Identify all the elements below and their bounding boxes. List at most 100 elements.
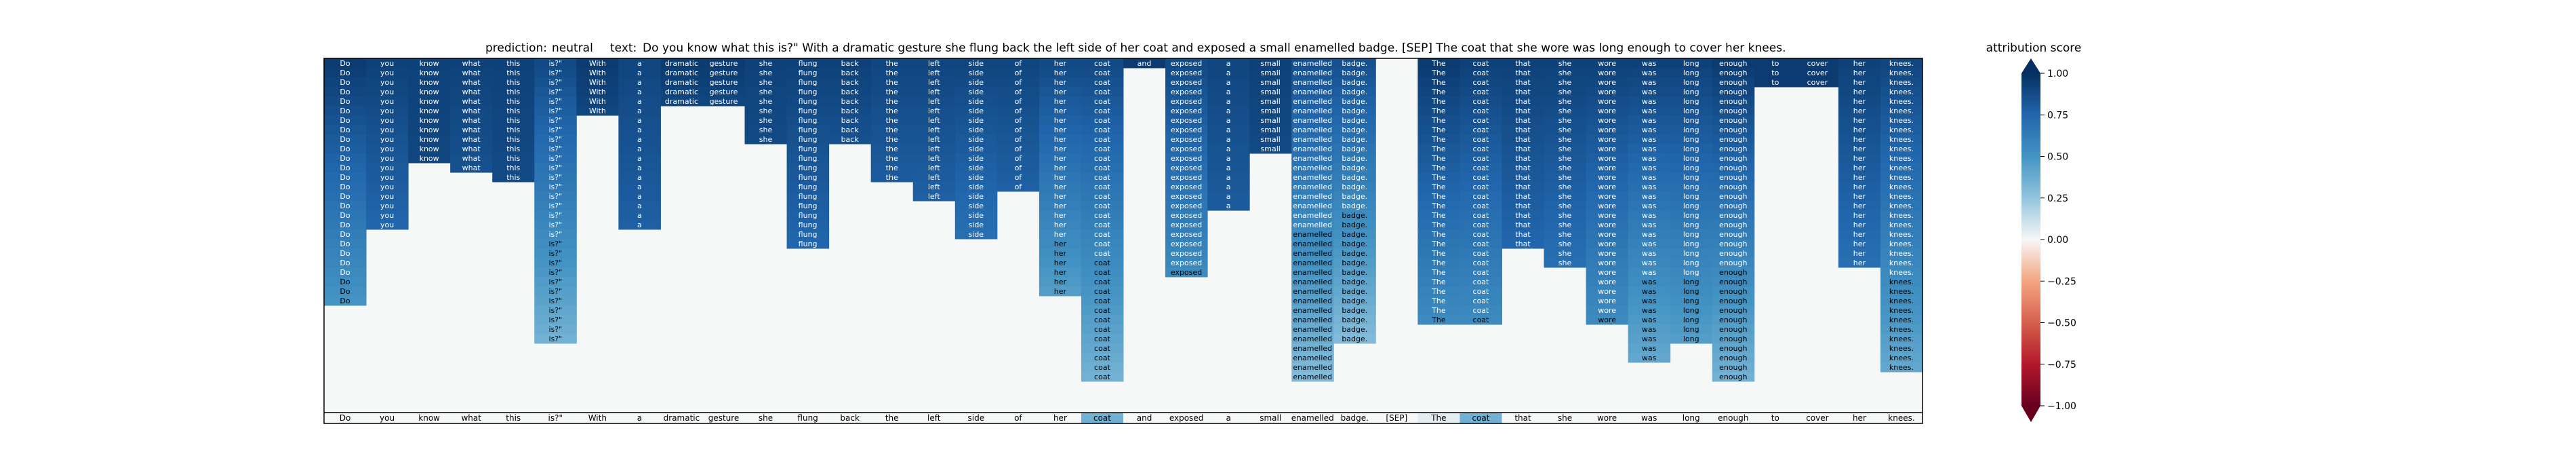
cell-token-label: what [462,145,481,153]
heatmap-cell [1712,58,1755,69]
heatmap-cell [1249,125,1292,135]
heatmap-cell [1796,58,1839,69]
cell-token-label: enamelled [1293,344,1332,353]
cell-token-label: that [1515,97,1531,106]
cell-token-label: side [969,88,984,96]
heatmap-cell [534,106,577,116]
cell-token-label: was [1642,202,1657,210]
cell-token-label: badge. [1342,325,1367,334]
cell-token-label: this [506,154,520,163]
heatmap-cell [660,58,703,69]
heatmap-cell [1712,96,1755,107]
heatmap-cell [1291,134,1334,145]
cell-token-label: badge. [1342,78,1367,87]
heatmap-cell [1333,68,1376,78]
cell-token-label: left [928,173,941,182]
cell-token-label: coat [1473,287,1490,296]
heatmap-cell [1039,77,1082,88]
cell-token-label: her [1054,211,1067,220]
cell-token-label: Do [340,297,350,305]
heatmap-cell [534,125,577,135]
cell-token-label: back [841,116,860,125]
heatmap-cell [408,115,451,126]
cell-token-label: side [969,78,984,87]
cell-token-label: enamelled [1293,69,1332,77]
cell-token-label: long [1683,97,1699,106]
cell-token-label: coat [1473,297,1490,305]
heatmap-cell [954,87,998,97]
heatmap-cell [1628,267,1671,278]
heatmap-cell [1333,324,1376,335]
heatmap-cell [1291,163,1334,173]
cell-token-label: a [637,164,642,172]
heatmap-cell [912,172,956,183]
cell-token-label: knees. [1889,183,1914,191]
cell-token-label: a [1226,164,1231,172]
heatmap-cell [1460,172,1502,183]
heatmap-cell [1502,239,1545,249]
cell-token-label: enamelled [1293,306,1332,315]
heatmap-cell [997,106,1040,116]
cell-token-label: enough [1719,192,1747,201]
cell-token-label: coat [1094,268,1111,277]
cell-token-label: enough [1719,363,1747,372]
heatmap-cell [1291,182,1334,192]
cell-token-label: of [1015,126,1023,134]
cell-token-label: left [928,59,941,68]
heatmap-cell [954,220,998,230]
heatmap-cell [1880,163,1923,173]
cell-token-label: The [1431,259,1446,267]
heatmap-cell [1460,296,1502,306]
cell-token-label: is?" [548,69,562,77]
token-label: wore [1597,413,1617,423]
cell-token-label: long [1683,78,1699,87]
cell-token-label: her [1054,192,1067,201]
heatmap-cell [1333,106,1376,116]
heatmap-cell [1880,334,1923,344]
heatmap-cell [1502,220,1545,230]
heatmap-cell [324,106,367,116]
heatmap-cell [618,144,661,154]
cell-token-label: Do [340,126,350,134]
heatmap-cell [786,239,830,249]
heatmap-cell [1207,144,1250,154]
heatmap-cell [870,125,914,135]
heatmap-cell [1417,96,1460,107]
token-label: she [759,413,773,423]
cell-token-label: her [1054,59,1067,68]
cell-token-label: exposed [1171,249,1202,258]
cell-token-label: knees. [1889,344,1914,353]
cell-token-label: that [1515,116,1531,125]
heatmap-cell [1880,172,1923,183]
text-label: text: [610,41,637,55]
heatmap-cell [1333,201,1376,211]
cell-token-label: coat [1473,59,1490,68]
heatmap-cell [954,134,998,145]
heatmap-cell [1081,296,1124,306]
token-label: back [840,413,860,423]
cell-token-label: her [1853,230,1866,239]
cell-token-label: enough [1719,306,1747,315]
heatmap-cell [997,134,1040,145]
heatmap-cell [366,210,409,221]
heatmap-cell [1291,106,1334,116]
cell-token-label: coat [1094,344,1111,353]
heatmap-cell [1502,96,1545,107]
cell-token-label: left [928,97,941,106]
cell-token-label: back [841,88,860,96]
cell-token-label: badge. [1342,268,1367,277]
heatmap-cell [786,172,830,183]
heatmap-cell [997,115,1040,126]
heatmap-cell [912,77,956,88]
heatmap-cell [1207,68,1250,78]
heatmap-cell [1880,248,1923,259]
cell-token-label: The [1431,183,1446,191]
heatmap-cell [1502,106,1545,116]
heatmap-cell [1880,286,1923,297]
heatmap-cell [954,182,998,192]
heatmap-cell [1628,182,1671,192]
heatmap-cell [912,115,956,126]
heatmap-cell [1880,305,1923,316]
cell-token-label: you [380,211,394,220]
cell-token-label: a [1226,88,1231,96]
